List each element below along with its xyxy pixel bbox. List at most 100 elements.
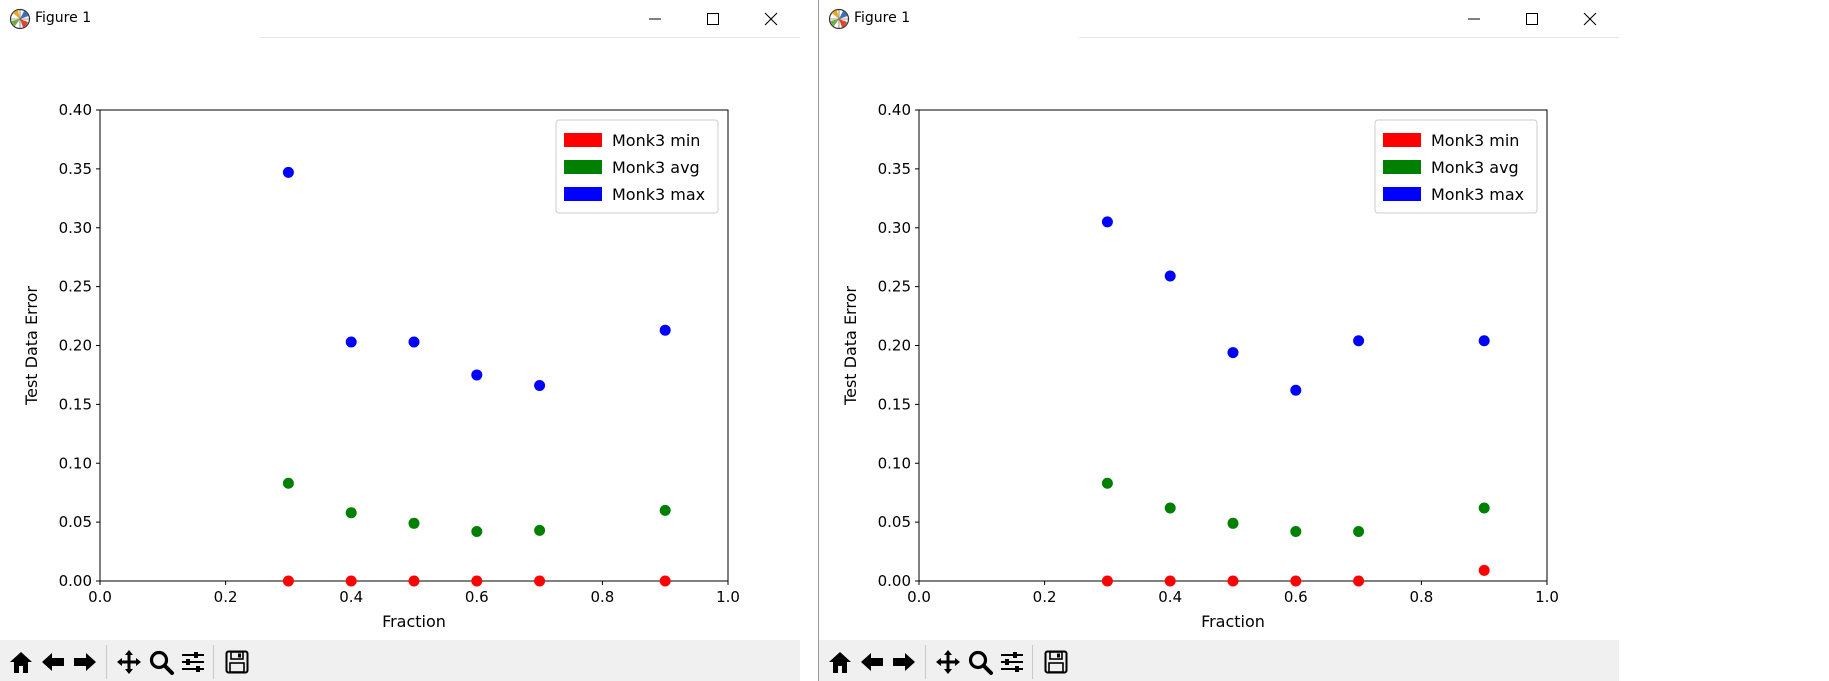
data-point: [345, 575, 357, 587]
data-point: [1164, 502, 1176, 514]
title-divider: [1079, 37, 1619, 38]
y-axis-label: Test Data Error: [841, 286, 860, 406]
data-point: [408, 575, 420, 587]
y-tick-label: 0.20: [878, 337, 911, 355]
y-tick-label: 0.00: [59, 572, 92, 590]
data-point: [1290, 384, 1302, 396]
back-button[interactable]: [36, 645, 70, 679]
home-button[interactable]: [823, 645, 857, 679]
data-point: [1290, 575, 1302, 587]
configure-button[interactable]: [176, 645, 210, 679]
legend-swatch: [1383, 187, 1421, 201]
plot-canvas[interactable]: 0.0 0.2 0.4 0.6 0.8 1.0 0.00 0.05 0.10 0.15 0.20 0.…: [819, 40, 1619, 640]
minimize-icon: [649, 18, 661, 20]
toolbar-separator: [925, 645, 926, 679]
data-point: [1353, 526, 1365, 538]
legend-swatch: [1383, 160, 1421, 174]
data-point: [471, 575, 483, 587]
data-point: [1478, 335, 1490, 347]
title-bar[interactable]: Figure 1: [819, 0, 1619, 38]
minimize-button[interactable]: [632, 4, 678, 34]
forward-icon: [74, 653, 96, 671]
y-tick-label: 0.15: [878, 395, 911, 413]
y-tick-label: 0.00: [878, 572, 911, 590]
legend-label: Monk3 max: [612, 185, 705, 204]
y-tick-label: 0.30: [59, 219, 92, 237]
y-tick-label: 0.25: [878, 278, 911, 296]
close-icon: [764, 12, 778, 26]
y-tick-label: 0.10: [878, 454, 911, 472]
x-axis-label: Fraction: [1201, 612, 1265, 631]
forward-button[interactable]: [887, 645, 921, 679]
data-point: [1101, 216, 1113, 228]
legend-swatch: [1383, 133, 1421, 147]
matplotlib-logo-icon: [9, 8, 31, 30]
y-tick-label: 0.30: [878, 219, 911, 237]
data-point: [282, 166, 294, 178]
data-point: [471, 369, 483, 381]
window-title: Figure 1: [35, 10, 92, 26]
data-point: [1353, 575, 1365, 587]
zoom-button[interactable]: [144, 645, 178, 679]
pan-icon: [117, 650, 141, 674]
x-tick-label: 0.2: [214, 588, 238, 606]
plot-canvas[interactable]: 0.0 0.2 0.4 0.6 0.8 1.0 0.00 0.05 0.10 0.15 0.20 0.…: [0, 40, 800, 640]
save-button[interactable]: [220, 645, 254, 679]
minimize-icon: [1468, 18, 1480, 20]
window-title: Figure 1: [854, 10, 911, 26]
back-icon: [861, 653, 883, 671]
title-bar[interactable]: Figure 1: [0, 0, 800, 38]
data-point: [1353, 335, 1365, 347]
data-point: [345, 507, 357, 519]
toolbar-separator: [106, 645, 107, 679]
figure-window-1: Figure 1 0.0 0.2 0.4 0.6 0.8 1.0 0.00 0.05 0.10 0…: [0, 0, 800, 681]
x-tick-label: 0.6: [1284, 588, 1308, 606]
y-tick-label: 0.15: [59, 395, 92, 413]
title-divider: [260, 37, 800, 38]
forward-icon: [893, 653, 915, 671]
x-tick-label: 0.2: [1033, 588, 1057, 606]
minimize-button[interactable]: [1451, 4, 1497, 34]
zoom-button[interactable]: [963, 645, 997, 679]
data-point: [1101, 575, 1113, 587]
legend-label: Monk3 avg: [612, 158, 700, 177]
save-icon: [225, 650, 249, 674]
x-tick-label: 0.0: [88, 588, 112, 606]
y-tick-label: 0.40: [59, 101, 92, 119]
x-tick-label: 0.6: [465, 588, 489, 606]
pan-button[interactable]: [112, 645, 146, 679]
x-tick-label: 0.8: [590, 588, 614, 606]
x-tick-label: 1.0: [1535, 588, 1559, 606]
data-point: [1164, 270, 1176, 282]
scatter-chart: 0.0 0.2 0.4 0.6 0.8 1.0 0.00 0.05 0.10 0.15 0.20 0.…: [22, 101, 740, 631]
close-button[interactable]: [748, 4, 794, 34]
legend-label: Monk3 max: [1431, 185, 1524, 204]
data-point: [534, 380, 546, 392]
legend-swatch: [564, 160, 602, 174]
save-button[interactable]: [1039, 645, 1073, 679]
x-tick-label: 0.8: [1409, 588, 1433, 606]
x-tick-label: 0.0: [907, 588, 931, 606]
y-tick-label: 0.05: [878, 513, 911, 531]
configure-button[interactable]: [995, 645, 1029, 679]
maximize-button[interactable]: [690, 4, 736, 34]
data-point: [1227, 347, 1239, 359]
maximize-button[interactable]: [1509, 4, 1555, 34]
y-axis-label: Test Data Error: [22, 286, 41, 406]
x-tick-label: 0.4: [1158, 588, 1182, 606]
back-icon: [42, 653, 64, 671]
toolbar-separator: [213, 645, 214, 679]
toolbar-separator: [1032, 645, 1033, 679]
data-point: [659, 324, 671, 336]
maximize-icon: [1526, 13, 1538, 25]
scatter-chart: 0.0 0.2 0.4 0.6 0.8 1.0 0.00 0.05 0.10 0.15 0.20 0.…: [841, 101, 1559, 631]
y-tick-label: 0.10: [59, 454, 92, 472]
data-point: [408, 336, 420, 348]
forward-button[interactable]: [68, 645, 102, 679]
back-button[interactable]: [855, 645, 889, 679]
pan-button[interactable]: [931, 645, 965, 679]
close-button[interactable]: [1567, 4, 1613, 34]
legend-label: Monk3 avg: [1431, 158, 1519, 177]
home-button[interactable]: [4, 645, 38, 679]
data-point: [534, 524, 546, 536]
